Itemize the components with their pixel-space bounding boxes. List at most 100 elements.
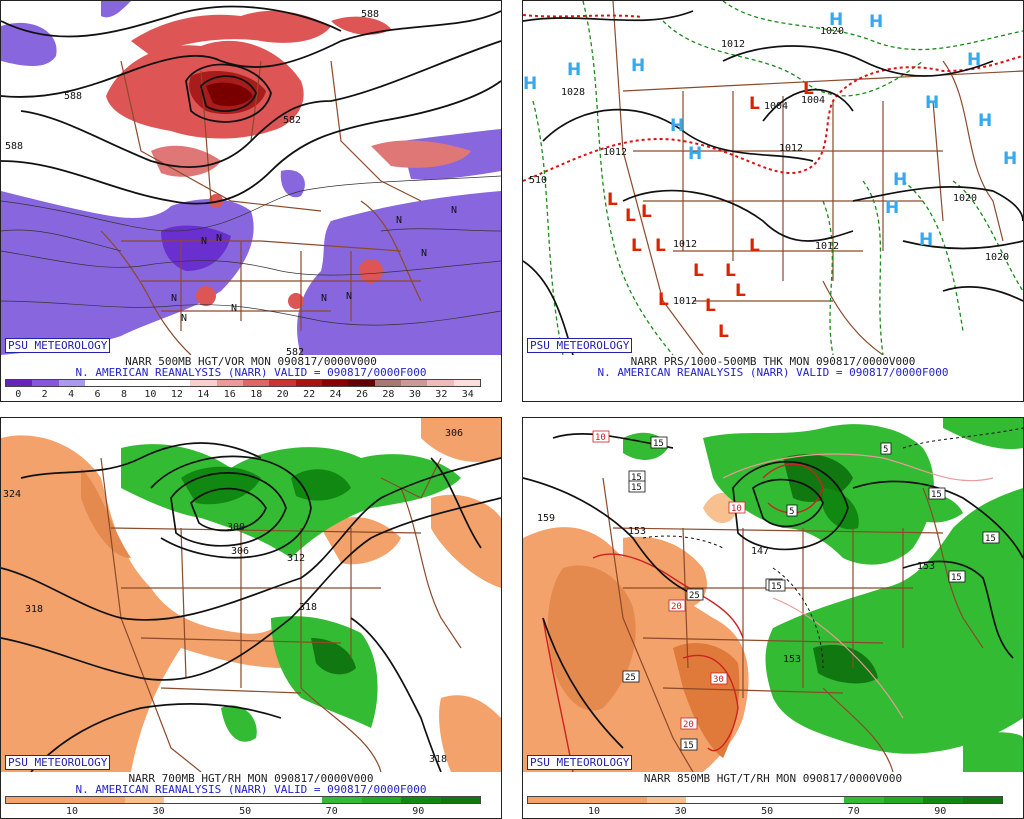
svg-text:153: 153 bbox=[917, 561, 935, 572]
colorbar-swatch bbox=[400, 380, 428, 386]
boxed-label-frame bbox=[710, 672, 728, 685]
panel-title: NARR 850MB HGT/T/RH MON 090817/0000V000 bbox=[643, 772, 903, 785]
colorbar-ticks: 10 30 50 70 90 bbox=[527, 807, 1003, 818]
colorbar bbox=[5, 379, 481, 387]
colorbar-swatch bbox=[401, 797, 441, 803]
boxed-label-frame bbox=[686, 588, 704, 601]
colorbar-tick: 32 bbox=[435, 389, 448, 400]
psu-meteorology-badge: PSU METEOROLOGY bbox=[527, 755, 633, 770]
colorbar-swatch bbox=[962, 797, 1002, 803]
boxed-label: 15 bbox=[631, 473, 642, 483]
boxed-label: 25 bbox=[689, 591, 700, 601]
colorbar-tick: 22 bbox=[303, 389, 316, 400]
svg-text:306: 306 bbox=[231, 546, 249, 557]
svg-text:306: 306 bbox=[445, 428, 463, 439]
colorbar-tick: 16 bbox=[223, 389, 236, 400]
colorbar-tick: 70 bbox=[325, 806, 338, 817]
svg-text:L: L bbox=[718, 322, 729, 342]
boxed-label-frame bbox=[786, 504, 798, 517]
boxed-label-frame bbox=[650, 436, 668, 449]
svg-text:N: N bbox=[346, 291, 352, 302]
boxed-label: 15 bbox=[985, 534, 996, 544]
colorbar-swatch bbox=[607, 797, 647, 803]
colorbar-swatch bbox=[804, 797, 844, 803]
panel-title: NARR PRS/1000-500MB THK MON 090817/0000V… bbox=[630, 355, 916, 368]
panel-title: NARR 700MB HGT/RH MON 090817/0000V000 bbox=[128, 772, 374, 785]
svg-text:N: N bbox=[181, 313, 187, 324]
colorbar-tick: 6 bbox=[94, 389, 101, 400]
contour-label: 582 bbox=[286, 347, 304, 355]
colorbar-swatch bbox=[85, 797, 125, 803]
colorbar-swatch bbox=[844, 797, 884, 803]
svg-text:H: H bbox=[631, 56, 645, 76]
colorbar-swatch bbox=[322, 797, 362, 803]
colorbar-swatch bbox=[269, 380, 296, 386]
boxed-label: 15 bbox=[631, 483, 642, 493]
colorbar-swatch bbox=[923, 797, 963, 803]
svg-text:147: 147 bbox=[751, 546, 769, 557]
svg-text:153: 153 bbox=[783, 654, 801, 665]
boxed-label-frame bbox=[668, 599, 686, 612]
panel-subtitle: N. AMERICAN REANALYSIS (NARR) VALID = 09… bbox=[597, 366, 949, 379]
colorbar-swatch bbox=[361, 797, 401, 803]
boxed-label: 15 bbox=[683, 741, 694, 751]
colorbar-tick: 50 bbox=[761, 806, 774, 817]
colorbar-swatch bbox=[163, 380, 191, 386]
colorbar-swatch bbox=[528, 797, 568, 803]
colorbar-tick: 8 bbox=[120, 389, 128, 400]
svg-text:N: N bbox=[231, 303, 237, 314]
rh700-map: 324 318 300 306 312 318 318 306 bbox=[1, 418, 501, 772]
colorbar-tick: 90 bbox=[412, 806, 425, 817]
svg-text:L: L bbox=[705, 296, 716, 316]
boxed-label: 30 bbox=[713, 675, 724, 685]
svg-text:H: H bbox=[967, 50, 981, 70]
panel-subtitle: N. AMERICAN REANALYSIS (NARR) VALID = 09… bbox=[75, 783, 427, 796]
colorbar-tick: 10 bbox=[66, 806, 79, 817]
boxed-label: 10 bbox=[595, 433, 606, 443]
boxed-label: 20 bbox=[683, 720, 694, 730]
svg-text:1012: 1012 bbox=[673, 239, 697, 250]
colorbar-swatch bbox=[6, 380, 33, 386]
colorbar-swatch bbox=[765, 797, 805, 803]
colorbar-tick: 70 bbox=[847, 806, 860, 817]
panel-700mb-rh: 324 318 300 306 312 318 318 306 PSU METE… bbox=[0, 417, 502, 819]
svg-text:L: L bbox=[693, 261, 704, 281]
svg-text:N: N bbox=[396, 215, 402, 226]
svg-text:1020: 1020 bbox=[820, 26, 844, 37]
colorbar-swatch bbox=[567, 797, 607, 803]
colorbar-tick: 10 bbox=[144, 389, 157, 400]
colorbar-tick: 18 bbox=[250, 389, 263, 400]
svg-text:1028: 1028 bbox=[561, 87, 585, 98]
svg-text:H: H bbox=[885, 198, 899, 218]
panel-subtitle: N. AMERICAN REANALYSIS (NARR) VALID = 09… bbox=[75, 366, 427, 379]
colorbar-swatch bbox=[84, 380, 112, 386]
svg-text:324: 324 bbox=[3, 489, 21, 500]
svg-text:L: L bbox=[641, 202, 652, 222]
colorbar-swatch bbox=[203, 797, 243, 803]
svg-text:H: H bbox=[688, 144, 702, 164]
colorbar-swatch bbox=[45, 797, 85, 803]
svg-text:H: H bbox=[1003, 149, 1017, 169]
svg-text:H: H bbox=[670, 116, 684, 136]
boxed-label: 15 bbox=[653, 439, 664, 449]
colorbar-swatch bbox=[216, 380, 243, 386]
colorbar-swatch bbox=[164, 797, 204, 803]
svg-text:N: N bbox=[421, 248, 427, 259]
svg-text:1012: 1012 bbox=[673, 296, 697, 307]
svg-text:1004: 1004 bbox=[801, 95, 825, 106]
svg-text:L: L bbox=[725, 261, 736, 281]
psu-meteorology-badge: PSU METEOROLOGY bbox=[527, 338, 633, 353]
svg-text:1012: 1012 bbox=[815, 241, 839, 252]
colorbar-swatch bbox=[124, 797, 164, 803]
colorbar-tick: 0 bbox=[15, 389, 22, 400]
colorbar-ticks: 10 30 50 70 90 bbox=[5, 807, 481, 818]
svg-text:510: 510 bbox=[529, 175, 547, 186]
colorbar-swatch bbox=[440, 797, 480, 803]
boxed-label-frame bbox=[628, 480, 646, 493]
boxed-label-frame bbox=[622, 670, 640, 683]
svg-text:H: H bbox=[925, 93, 939, 113]
contour-label: 582 bbox=[283, 115, 301, 126]
svg-text:N: N bbox=[216, 233, 222, 244]
contour-label: 588 bbox=[361, 9, 379, 20]
svg-text:L: L bbox=[749, 94, 760, 114]
